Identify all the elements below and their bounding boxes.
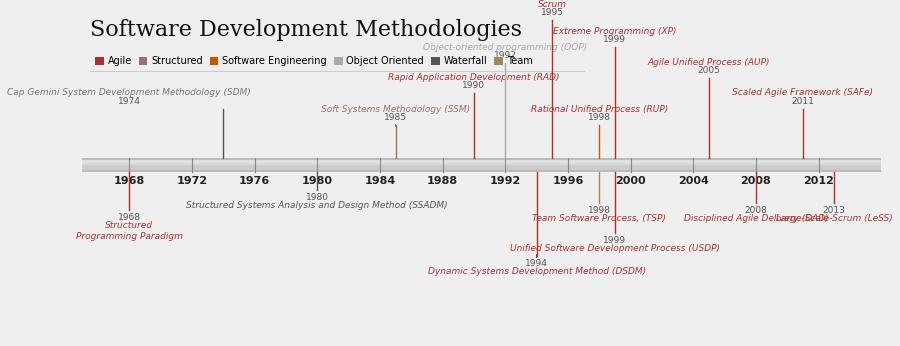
Text: Scrum: Scrum <box>538 0 567 9</box>
Text: Rational Unified Process (RUP): Rational Unified Process (RUP) <box>531 105 668 114</box>
Text: Team Software Process, (TSP): Team Software Process, (TSP) <box>532 214 666 223</box>
Text: 2000: 2000 <box>616 175 646 185</box>
Text: Soft Systems Methodology (SSM): Soft Systems Methodology (SSM) <box>321 105 470 114</box>
Text: Rapid Application Development (RAD): Rapid Application Development (RAD) <box>388 73 560 82</box>
Text: Object-oriented programming (OOP): Object-oriented programming (OOP) <box>423 43 588 52</box>
Text: 2011: 2011 <box>791 97 814 106</box>
Text: 2008: 2008 <box>744 206 768 215</box>
Text: 1984: 1984 <box>364 175 395 185</box>
Text: 1980: 1980 <box>302 175 333 185</box>
Text: 1968: 1968 <box>113 175 145 185</box>
Text: 1976: 1976 <box>238 175 270 185</box>
Text: Extreme Programming (XP): Extreme Programming (XP) <box>554 27 677 36</box>
Text: 1992: 1992 <box>490 175 521 185</box>
Text: Large-Scale-Scrum (LeSS): Large-Scale-Scrum (LeSS) <box>776 214 893 223</box>
Text: Structured Systems Analysis and Design Method (SSADM): Structured Systems Analysis and Design M… <box>186 201 448 210</box>
Text: Agile Unified Process (AUP): Agile Unified Process (AUP) <box>648 58 770 67</box>
Text: 1990: 1990 <box>463 81 485 90</box>
Text: 2012: 2012 <box>803 175 834 185</box>
Text: 2008: 2008 <box>741 175 771 185</box>
Text: 1998: 1998 <box>588 113 611 122</box>
Legend: Agile, Structured, Software Engineering, Object Oriented, Waterfall, Team: Agile, Structured, Software Engineering,… <box>94 56 533 66</box>
Text: 1988: 1988 <box>427 175 458 185</box>
Text: 1999: 1999 <box>603 236 626 245</box>
Text: 1974: 1974 <box>118 97 140 106</box>
Text: 1968: 1968 <box>118 213 140 222</box>
Text: Dynamic Systems Development Method (DSDM): Dynamic Systems Development Method (DSDM… <box>428 267 645 276</box>
Text: Software Development Methodologies: Software Development Methodologies <box>90 19 522 41</box>
Text: 2004: 2004 <box>678 175 708 185</box>
Text: Scaled Agile Framework (SAFe): Scaled Agile Framework (SAFe) <box>733 89 873 98</box>
Text: 1980: 1980 <box>306 193 328 202</box>
Text: 2005: 2005 <box>698 66 720 75</box>
Text: 1994: 1994 <box>525 259 548 268</box>
Text: Disciplined Agile Delivery (DAD): Disciplined Agile Delivery (DAD) <box>684 214 828 223</box>
Text: 1985: 1985 <box>384 113 407 122</box>
Text: 1972: 1972 <box>176 175 208 185</box>
Text: 1996: 1996 <box>553 175 583 185</box>
Text: 2013: 2013 <box>823 206 846 215</box>
Text: 1998: 1998 <box>588 206 611 215</box>
Text: Structured
Programming Paradigm: Structured Programming Paradigm <box>76 221 183 241</box>
Text: 1992: 1992 <box>494 51 517 60</box>
Text: Unified Software Development Process (USDP): Unified Software Development Process (US… <box>510 244 720 253</box>
Text: 1999: 1999 <box>603 35 626 44</box>
Text: Cap Gemini System Development Methodology (SDM): Cap Gemini System Development Methodolog… <box>7 89 251 98</box>
Text: 1995: 1995 <box>541 8 563 17</box>
